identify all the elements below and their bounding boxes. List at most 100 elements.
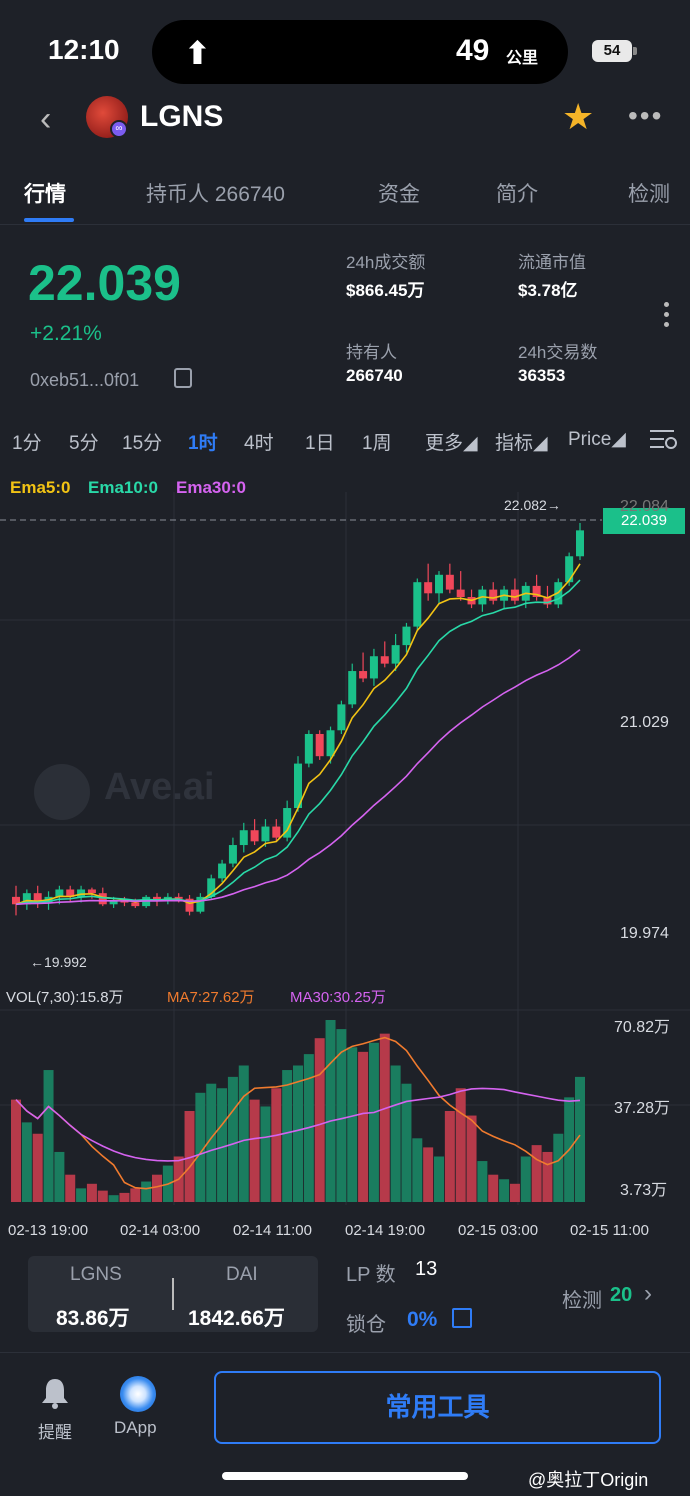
volume-bar (282, 1070, 293, 1202)
interval-1m[interactable]: 1分 (12, 433, 42, 454)
interval-1d[interactable]: 1日 (305, 433, 335, 454)
common-tools-button[interactable]: 常用工具 (214, 1371, 661, 1444)
volume-bar (293, 1065, 303, 1202)
pool-amount-a: 83.86万 (56, 1307, 130, 1330)
divider (0, 224, 690, 225)
volume-bar (358, 1051, 369, 1202)
high-marker: 22.082→ (504, 497, 561, 513)
home-indicator[interactable] (222, 1472, 468, 1480)
ema10-line (15, 579, 581, 906)
candle-body (380, 656, 389, 664)
tab-active-indicator (24, 218, 74, 222)
chain-badge-icon: ∞ (110, 120, 128, 138)
dapp-icon[interactable] (120, 1376, 156, 1412)
candle-body (196, 896, 205, 912)
copy-icon[interactable] (174, 368, 192, 388)
check-score[interactable]: 20 (610, 1284, 633, 1306)
interval-15m[interactable]: 15分 (122, 433, 163, 454)
volume-bar (43, 1070, 54, 1202)
current-price-tag: 22.039 (603, 508, 685, 534)
volume-bar (509, 1183, 520, 1202)
remind-label[interactable]: 提醒 (38, 1423, 72, 1442)
interval-5m[interactable]: 5分 (69, 433, 99, 454)
dynamic-island (152, 20, 568, 84)
pool-amount-b: 1842.66万 (188, 1307, 285, 1330)
candle-body (576, 530, 584, 557)
candle-body (131, 902, 140, 907)
speed-value: 49 (456, 34, 490, 67)
candle-body (402, 626, 411, 646)
candle-body (315, 733, 324, 757)
vol-legend: VOL(7,30):15.8万 (6, 989, 124, 1006)
volume-bar (379, 1033, 390, 1202)
interval-1h[interactable]: 1时 (188, 433, 218, 454)
candle-body (359, 671, 368, 679)
tab-market[interactable]: 行情 (24, 183, 66, 206)
volume-bar (553, 1133, 564, 1202)
candle-body (174, 896, 183, 899)
indicator-dropdown[interactable]: 指标◢ (495, 433, 548, 454)
candle-body (55, 889, 64, 897)
divider (0, 1352, 690, 1353)
back-icon[interactable]: ‹ (40, 100, 52, 138)
time-label-4: 02-15 03:00 (458, 1222, 539, 1239)
price-dropdown[interactable]: Price◢ (568, 429, 626, 450)
volume-value: $866.45万 (346, 281, 425, 300)
chart-settings-icon[interactable] (650, 428, 678, 452)
interval-more[interactable]: 更多◢ (425, 433, 478, 454)
volume-bar (520, 1156, 531, 1202)
volume-bar (54, 1151, 65, 1202)
candle-body (109, 900, 118, 905)
volume-axis-mid: 37.28万 (614, 1100, 671, 1117)
tab-check[interactable]: 检测 (628, 183, 670, 206)
candle-body (304, 733, 313, 764)
token-name: LGNS (140, 100, 224, 133)
ma30-legend: MA30:30.25万 (290, 989, 386, 1006)
txns-value: 36353 (518, 366, 566, 385)
candle-body (77, 889, 86, 897)
contract-address: 0xeb51...0f01 (30, 370, 140, 390)
holders-label: 持有人 (346, 343, 397, 362)
vertical-more-icon[interactable] (664, 302, 670, 332)
time-label-3: 02-14 19:00 (345, 1222, 426, 1239)
tab-funds[interactable]: 资金 (378, 183, 420, 206)
bell-icon[interactable] (38, 1376, 72, 1410)
dapp-label[interactable]: DApp (114, 1418, 157, 1437)
candle-body (250, 830, 259, 842)
favorite-star-icon[interactable]: ★ (562, 96, 595, 137)
candle-body (294, 763, 302, 809)
volume-bar (11, 1099, 21, 1202)
volume-bar (21, 1122, 32, 1202)
volume-bar (260, 1106, 271, 1202)
volume-axis-top: 70.82万 (614, 1019, 671, 1036)
interval-4h[interactable]: 4时 (244, 433, 274, 454)
candle-body (272, 826, 281, 838)
ema10-legend: Ema10:0 (88, 478, 158, 497)
tab-intro[interactable]: 简介 (496, 183, 538, 206)
tab-holders[interactable]: 持币人 266740 (146, 183, 285, 206)
candle-body (565, 556, 574, 583)
volume-bar (434, 1156, 444, 1202)
volume-bar (368, 1042, 379, 1202)
time-label-1: 02-14 03:00 (120, 1222, 201, 1239)
more-options-icon[interactable]: ••• (628, 100, 664, 131)
ma7-legend: MA7:27.62万 (167, 989, 255, 1006)
candle-body (435, 574, 443, 594)
candle-body (489, 589, 498, 601)
candle-body (424, 582, 433, 594)
chevron-right-icon[interactable]: › (644, 1280, 652, 1307)
volume-bar (86, 1183, 97, 1202)
ma7-line (15, 1036, 581, 1190)
check-label[interactable]: 检测 (562, 1290, 602, 1312)
weibo-watermark: @奥拉丁Origin (528, 1470, 649, 1490)
status-time: 12:10 (48, 34, 120, 65)
volume-bar (119, 1192, 130, 1202)
candle-body (510, 589, 519, 601)
price-axis-mid: 21.029 (620, 714, 669, 731)
low-marker: ←19.992 (30, 954, 87, 970)
interval-1w[interactable]: 1周 (362, 433, 392, 454)
candle-body (239, 830, 248, 846)
external-link-icon[interactable] (452, 1308, 472, 1328)
candle-body (218, 863, 227, 879)
